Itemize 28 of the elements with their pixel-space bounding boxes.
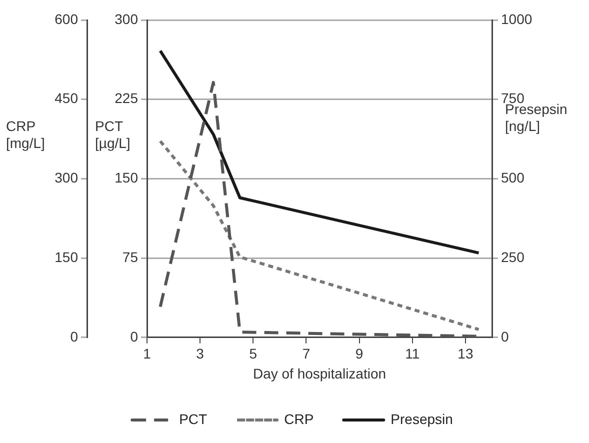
- y3-tick-label: 150: [114, 170, 138, 186]
- y2-tick-label: 1000: [501, 10, 532, 27]
- x-tick-label: 13: [458, 346, 474, 362]
- legend-label: CRP: [284, 410, 314, 427]
- x-axis-title: Day of hospitalization: [252, 365, 386, 382]
- x-tick-label: 11: [405, 346, 420, 362]
- legend-label: PCT: [179, 410, 208, 427]
- line-series: [158, 140, 480, 331]
- x-tick-label: 5: [249, 346, 258, 362]
- y-tick-label: 600: [54, 10, 78, 27]
- y3-tick-label: 300: [114, 10, 138, 27]
- x-tick-label: 9: [355, 346, 364, 362]
- x-tick-label: 1: [143, 346, 152, 362]
- y-tick-label: 150: [54, 248, 78, 265]
- y3-tick-label: 225: [114, 90, 138, 106]
- x-tick-label: 3: [196, 346, 204, 362]
- y2-tick-label: 500: [501, 170, 525, 186]
- y2-tick-label: 0: [501, 328, 509, 344]
- y3-tick-label: 0: [130, 328, 138, 344]
- y-tick-label: 0: [70, 328, 78, 344]
- y2-tick-label: 250: [501, 248, 525, 265]
- y-axis-title: CRP [mg/L]: [6, 118, 46, 152]
- y-tick-label: 300: [54, 170, 78, 186]
- y3-axis-title: PCT [µg/L]: [95, 118, 132, 152]
- y3-tick-label: 75: [122, 248, 138, 265]
- y-tick-label: 450: [54, 90, 78, 106]
- legend-label: Presepsin: [390, 410, 453, 427]
- x-tick-label: 7: [302, 346, 310, 362]
